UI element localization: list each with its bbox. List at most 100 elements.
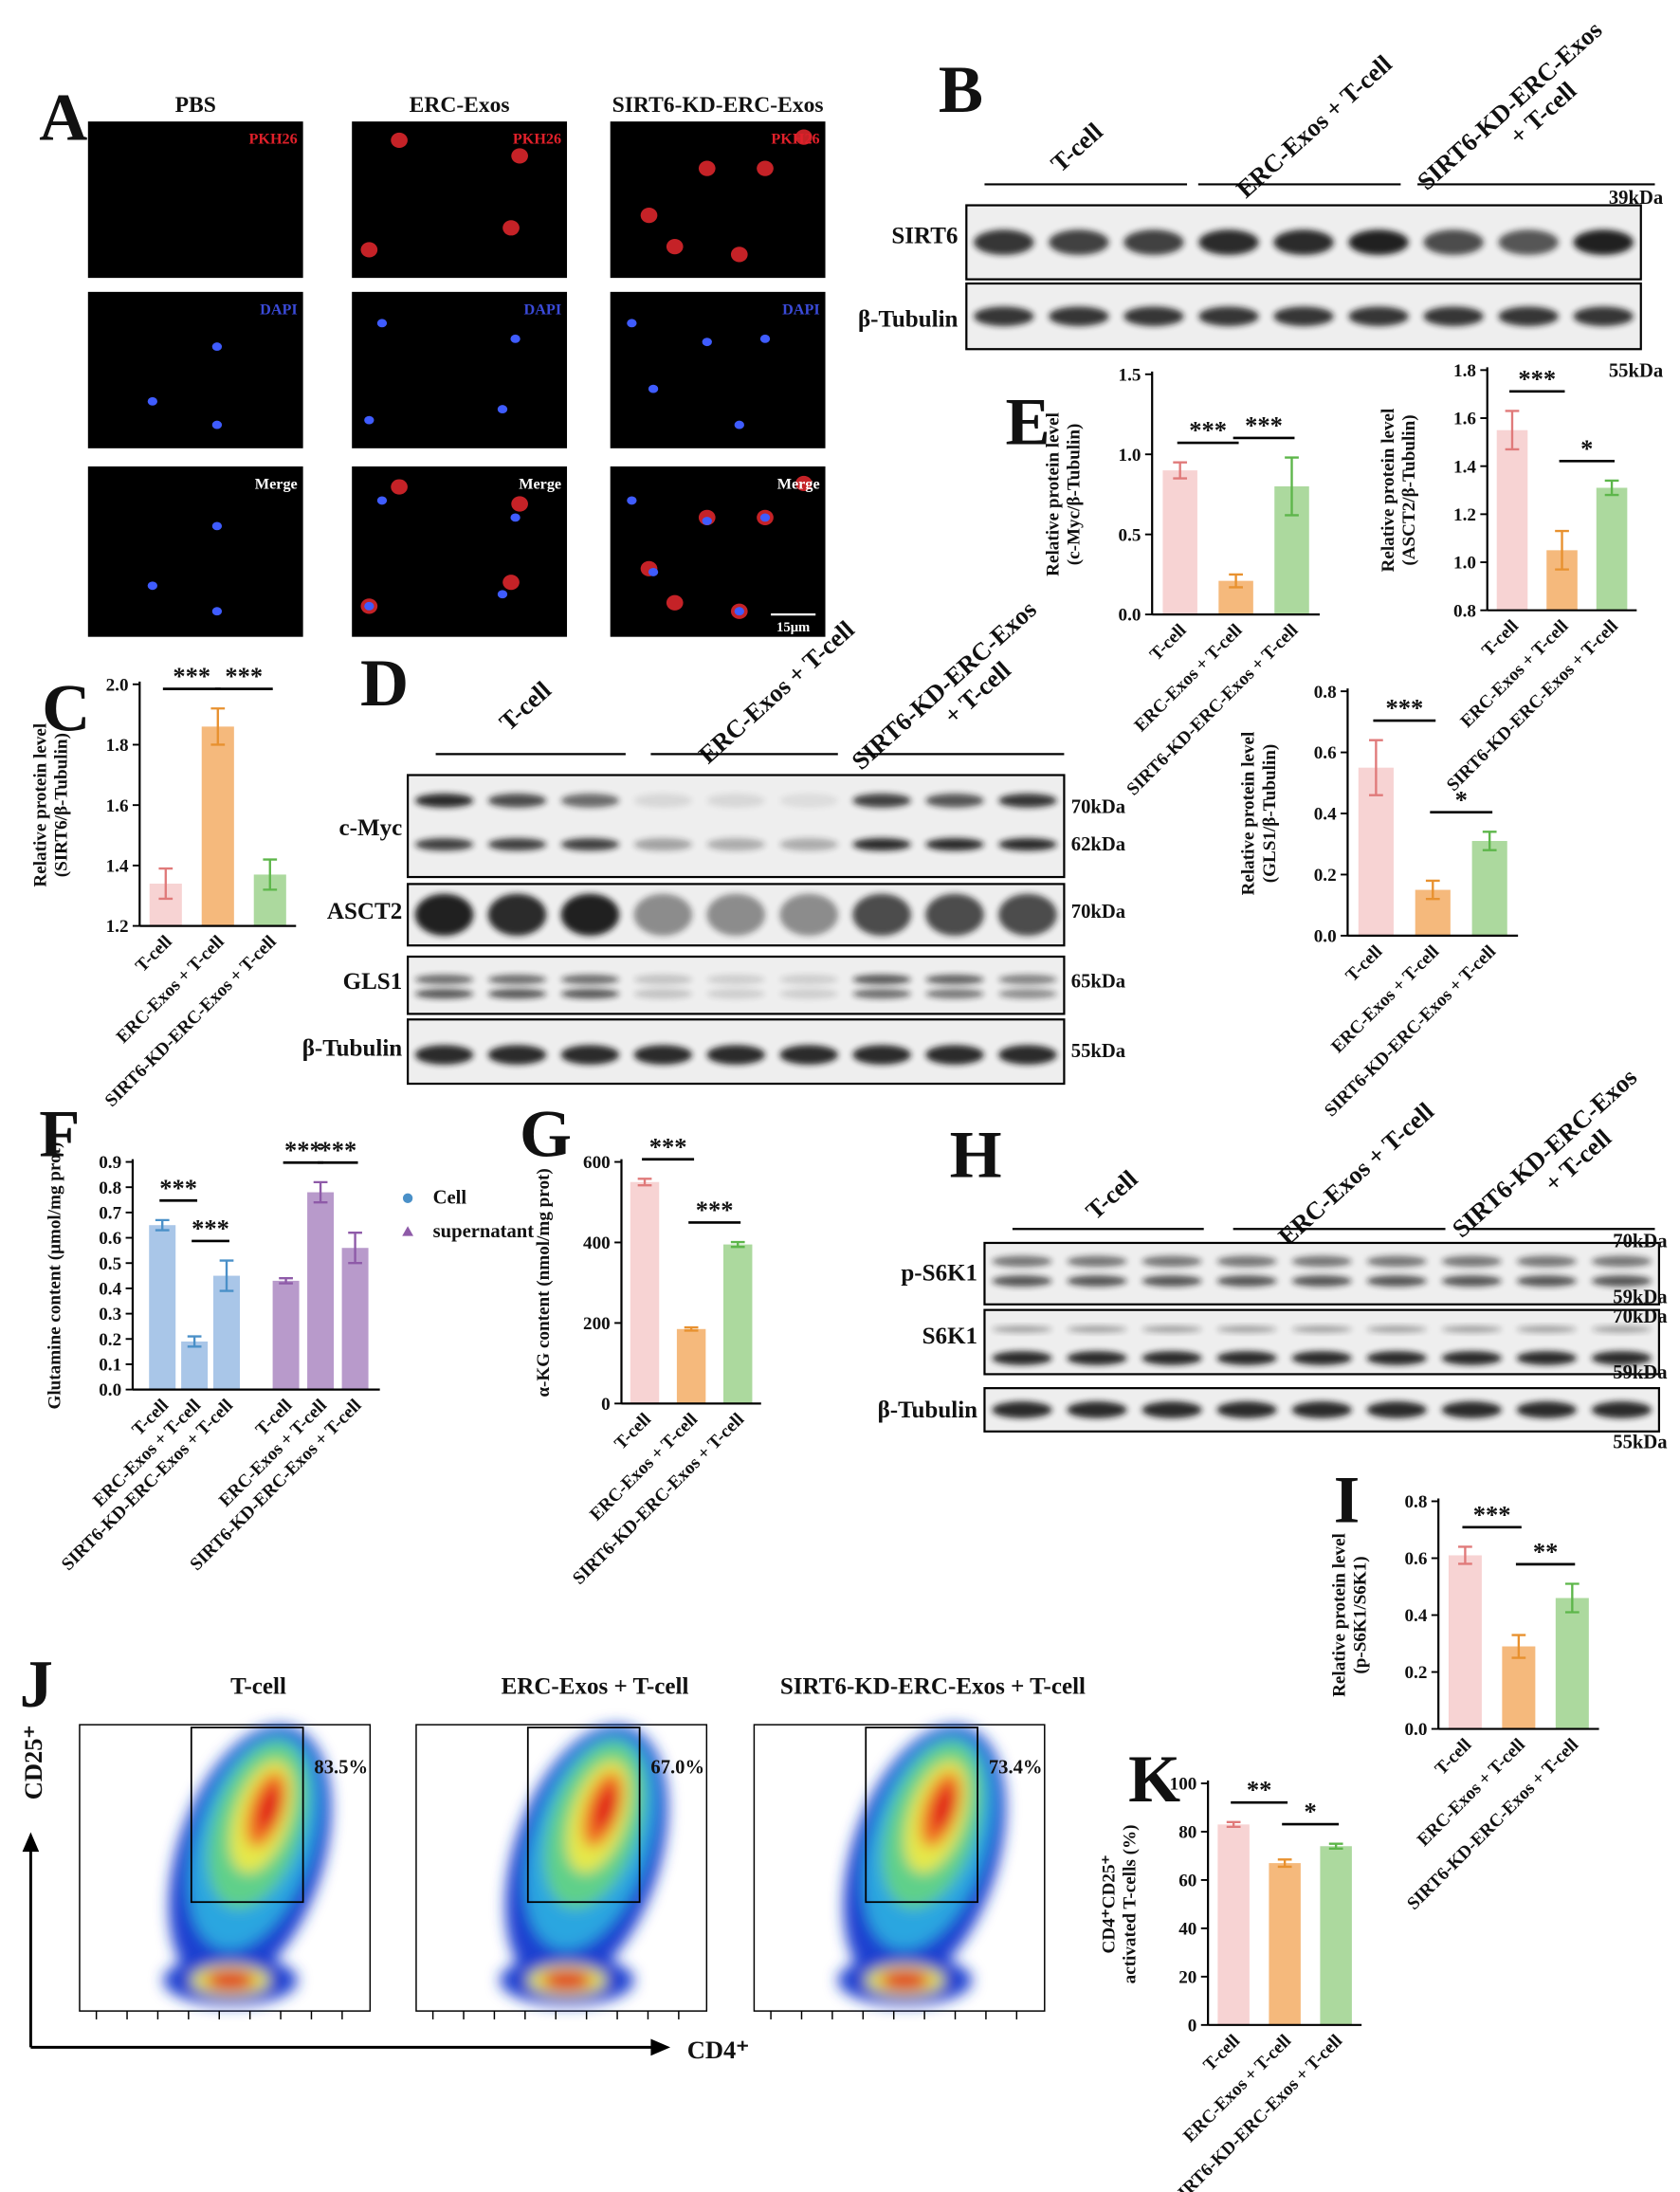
band	[925, 989, 984, 999]
stain-label: PKH26	[771, 131, 819, 148]
significance: *	[1580, 434, 1593, 463]
significance: ***	[1245, 411, 1283, 440]
blot-row-label: c-Myc	[339, 815, 403, 841]
density	[837, 1725, 1006, 2006]
y-tick-label: 1.5	[1119, 365, 1141, 385]
size-label: 55kDa	[1071, 1041, 1125, 1062]
stain-label: PKH26	[248, 131, 297, 148]
significance: **	[1247, 1776, 1272, 1804]
nucleus	[211, 607, 223, 616]
band	[992, 1255, 1052, 1268]
band	[1273, 229, 1334, 255]
flow-plot	[415, 1724, 708, 2012]
error-bar	[730, 1240, 745, 1249]
band	[992, 1275, 1052, 1288]
y-tick-label: 600	[583, 1153, 611, 1173]
band	[1049, 306, 1109, 326]
band	[633, 989, 693, 999]
band	[1348, 306, 1409, 326]
y-tick-label: 20	[1178, 1967, 1196, 1987]
error-bar	[1328, 1842, 1343, 1850]
band	[1573, 306, 1634, 326]
band	[852, 893, 911, 936]
density	[163, 1725, 332, 2006]
band	[414, 893, 474, 936]
band	[925, 837, 984, 851]
panel-label: C	[42, 671, 90, 745]
y-tick-label: 0.8	[99, 1178, 121, 1198]
bar	[201, 726, 234, 926]
band	[1441, 1275, 1502, 1288]
y-tick-label: 1.6	[106, 796, 129, 816]
cell	[795, 129, 813, 145]
band	[487, 794, 547, 808]
blot-row-label: SIRT6	[891, 223, 958, 248]
band	[1441, 1325, 1502, 1333]
significance: ***	[284, 1136, 322, 1164]
legend-label: supernatant	[433, 1221, 535, 1242]
band	[706, 989, 766, 999]
band	[1049, 229, 1109, 255]
panel-label: A	[39, 81, 87, 155]
y-tick-label: 0.7	[99, 1204, 121, 1224]
band	[1273, 306, 1334, 326]
band	[779, 1045, 838, 1065]
band	[1366, 1351, 1427, 1365]
y-axis-label: Relative protein level	[1329, 1533, 1349, 1697]
band	[1141, 1351, 1202, 1365]
y-axis-label: Relative protein level	[31, 723, 51, 887]
nucleus	[147, 581, 158, 591]
y-tick-label: 0.9	[99, 1153, 121, 1173]
significance: ***	[1473, 1500, 1511, 1528]
band	[414, 1045, 474, 1065]
bar	[1496, 429, 1528, 611]
band	[1516, 1401, 1577, 1418]
band	[1216, 1275, 1277, 1288]
band	[998, 989, 1057, 999]
micrograph	[610, 466, 826, 637]
error-bar	[1564, 1582, 1580, 1614]
y-tick-label: 0.2	[1314, 866, 1337, 886]
error-bar	[263, 858, 278, 891]
gate	[526, 1726, 641, 1904]
y-tick-label: 0.8	[1404, 1492, 1427, 1512]
band	[1366, 1401, 1427, 1418]
nucleus	[648, 567, 659, 576]
nucleus	[702, 338, 712, 347]
band	[1141, 1401, 1202, 1418]
y-tick-label: 0.1	[99, 1356, 121, 1376]
band	[1141, 1275, 1202, 1288]
band	[1591, 1275, 1653, 1288]
band	[1441, 1351, 1502, 1365]
band	[560, 974, 620, 985]
band	[1216, 1255, 1277, 1268]
nucleus	[376, 496, 388, 505]
blot-row-label: p-S6K1	[901, 1261, 977, 1287]
legend-marker	[402, 1226, 414, 1236]
cell	[698, 160, 716, 176]
band	[1067, 1401, 1127, 1418]
error-bar	[1285, 456, 1299, 517]
blot	[407, 774, 1066, 879]
micrograph	[610, 291, 826, 448]
band	[925, 974, 984, 985]
band	[1067, 1255, 1127, 1268]
panel-label: D	[360, 647, 409, 721]
cell	[795, 475, 813, 492]
nucleus	[364, 415, 374, 425]
blot	[983, 1241, 1661, 1306]
panel-label: E	[1006, 385, 1050, 459]
nucleus	[702, 517, 712, 525]
band	[1067, 1275, 1127, 1288]
cell	[730, 247, 748, 263]
nucleus	[510, 513, 520, 522]
bar	[341, 1248, 369, 1390]
band	[1366, 1275, 1427, 1288]
y-tick-label: 400	[583, 1233, 611, 1253]
band	[998, 893, 1057, 936]
bar	[676, 1328, 706, 1404]
nucleus	[734, 420, 744, 429]
micrograph	[352, 466, 568, 637]
significance: ***	[173, 662, 210, 690]
y-tick-label: 0.4	[1314, 805, 1337, 825]
